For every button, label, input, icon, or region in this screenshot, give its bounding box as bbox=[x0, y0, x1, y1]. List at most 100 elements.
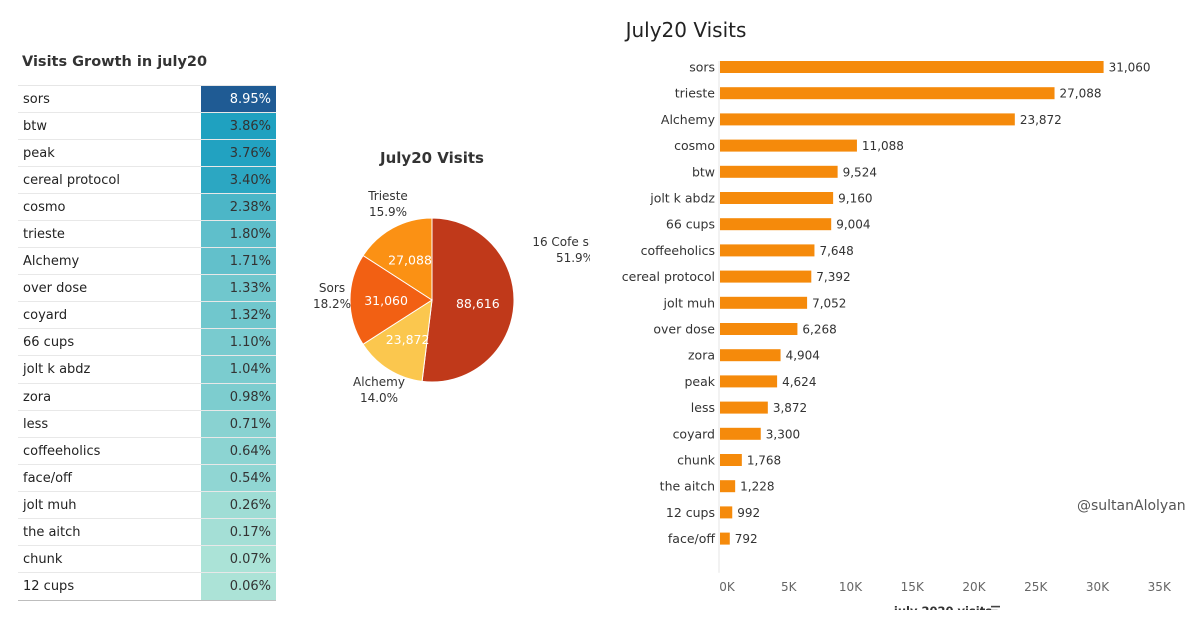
sort-descending-icon[interactable] bbox=[991, 605, 1000, 610]
bar-the-aitch bbox=[720, 480, 736, 493]
bar-category-label: cereal protocol bbox=[622, 269, 715, 284]
bar-value-label: 27,088 bbox=[1060, 87, 1102, 101]
pie-value-label: 31,060 bbox=[364, 293, 408, 308]
table-row: less 0.71% bbox=[18, 410, 276, 438]
pie-percent-label: 18.2% bbox=[313, 297, 351, 311]
bar-value-label: 1,228 bbox=[740, 480, 774, 494]
row-name: zora bbox=[23, 389, 52, 405]
pie-percent-label: 51.9% bbox=[556, 251, 590, 265]
bar-value-label: 11,088 bbox=[862, 139, 904, 153]
bar-coyard bbox=[720, 427, 761, 440]
bar-zora bbox=[720, 349, 781, 362]
growth-value-cell: 2.38% bbox=[201, 194, 276, 221]
bar-sors bbox=[720, 61, 1104, 73]
row-name: jolt k abdz bbox=[23, 362, 91, 378]
bar-value-label: 9,524 bbox=[843, 165, 877, 179]
row-name: peak bbox=[23, 146, 55, 162]
bar-less bbox=[720, 401, 768, 414]
table-row: peak 3.76% bbox=[18, 140, 276, 168]
x-tick-label: 30K bbox=[1086, 580, 1110, 594]
bar-value-label: 992 bbox=[737, 506, 760, 520]
bar-category-label: jolt k abdz bbox=[649, 191, 715, 206]
bar-coffeeholics bbox=[720, 244, 815, 257]
x-tick-label: 35K bbox=[1148, 580, 1172, 594]
bar-value-label: 9,004 bbox=[836, 218, 870, 232]
growth-value-cell: 1.04% bbox=[201, 356, 276, 383]
bar-category-label: jolt muh bbox=[663, 295, 716, 310]
pie-slice-trieste bbox=[362, 217, 433, 301]
bar-value-label: 9,160 bbox=[838, 192, 872, 206]
pie-category-label: 16 Cofe shops bbox=[532, 235, 590, 249]
growth-value-cell: 0.64% bbox=[201, 437, 276, 464]
bar-btw bbox=[720, 165, 838, 178]
bar-over-dose bbox=[720, 323, 798, 335]
bar-category-label: trieste bbox=[675, 86, 716, 101]
row-name: less bbox=[23, 416, 49, 432]
bar-category-label: coyard bbox=[673, 426, 715, 441]
watermark: @sultanAlolyan bbox=[1077, 498, 1186, 514]
x-axis-label: july 2020 visits bbox=[893, 604, 992, 610]
pie-value-label: 88,616 bbox=[456, 296, 500, 311]
bar-value-label: 3,300 bbox=[766, 427, 800, 441]
bar-66-cups bbox=[720, 218, 832, 231]
x-tick-label: 15K bbox=[901, 580, 925, 594]
table-row: coyard 1.32% bbox=[18, 302, 276, 330]
table-row: coffeeholics 0.64% bbox=[18, 437, 276, 465]
growth-value-cell: 0.98% bbox=[201, 383, 276, 410]
bar-alchemy bbox=[720, 113, 1015, 126]
bar-category-label: cosmo bbox=[674, 138, 715, 153]
bar-category-label: face/off bbox=[668, 531, 715, 546]
row-name: over dose bbox=[23, 281, 88, 297]
pie-chart: July20 Visits 88,616 16 Cofe shops 51.9% 23,… bbox=[313, 149, 590, 405]
bar-value-label: 1,768 bbox=[747, 454, 781, 468]
growth-value-cell: 0.26% bbox=[201, 491, 276, 518]
row-name: btw bbox=[23, 119, 47, 135]
table-row: cereal protocol 3.40% bbox=[18, 167, 276, 195]
x-tick-label: 20K bbox=[962, 580, 986, 594]
pie-title: July20 Visits bbox=[379, 149, 484, 167]
x-tick-label: 10K bbox=[839, 580, 863, 594]
table-row: jolt muh 0.26% bbox=[18, 491, 276, 519]
growth-value-cell: 3.86% bbox=[201, 113, 276, 140]
bar-value-label: 31,060 bbox=[1109, 61, 1151, 75]
bar-category-label: sors bbox=[689, 60, 715, 75]
table-row: zora 0.98% bbox=[18, 383, 276, 411]
bar-trieste bbox=[720, 87, 1055, 100]
growth-value-cell: 8.95% bbox=[201, 86, 276, 113]
growth-value-cell: 0.07% bbox=[201, 545, 276, 572]
row-name: face/off bbox=[23, 470, 72, 486]
pie-slice-sors bbox=[349, 254, 433, 345]
table-row: trieste 1.80% bbox=[18, 221, 276, 249]
x-tick-label: 0K bbox=[719, 580, 736, 594]
pie-category-label: Alchemy bbox=[353, 375, 405, 389]
bar-category-label: less bbox=[691, 400, 715, 415]
table-row: sors 8.95% bbox=[18, 86, 276, 114]
bar-jolt-k-abdz bbox=[720, 192, 834, 204]
pie-category-label: Sors bbox=[319, 281, 345, 295]
growth-value-cell: 0.06% bbox=[201, 572, 276, 600]
row-name: sors bbox=[23, 92, 50, 107]
bar-chunk bbox=[720, 454, 742, 466]
bar-category-label: 66 cups bbox=[666, 217, 715, 232]
table-row: cosmo 2.38% bbox=[18, 194, 276, 222]
table-row: jolt k abdz 1.04% bbox=[18, 356, 276, 384]
bar-category-label: btw bbox=[692, 164, 715, 179]
x-tick-label: 25K bbox=[1024, 580, 1048, 594]
bar-value-label: 7,392 bbox=[816, 270, 850, 284]
bar-value-label: 23,872 bbox=[1020, 113, 1062, 127]
row-name: Alchemy bbox=[23, 254, 80, 270]
table-row: 12 cups 0.06% bbox=[18, 572, 276, 600]
row-name: coffeeholics bbox=[23, 443, 101, 459]
pie-value-label: 27,088 bbox=[388, 253, 432, 268]
bar-cosmo bbox=[720, 139, 857, 152]
row-name: trieste bbox=[23, 227, 65, 243]
row-name: coyard bbox=[23, 308, 68, 324]
table-row: Alchemy 1.71% bbox=[18, 248, 276, 276]
growth-value-cell: 1.32% bbox=[201, 302, 276, 329]
growth-table: sors 8.95% btw 3.86% peak 3.76% cereal protoco… bbox=[18, 85, 276, 601]
bar-value-label: 7,052 bbox=[812, 296, 846, 310]
growth-value-cell: 1.10% bbox=[201, 329, 276, 356]
pie-slice-alchemy bbox=[362, 299, 433, 382]
growth-value-cell: 0.54% bbox=[201, 464, 276, 491]
row-name: jolt muh bbox=[23, 497, 77, 513]
